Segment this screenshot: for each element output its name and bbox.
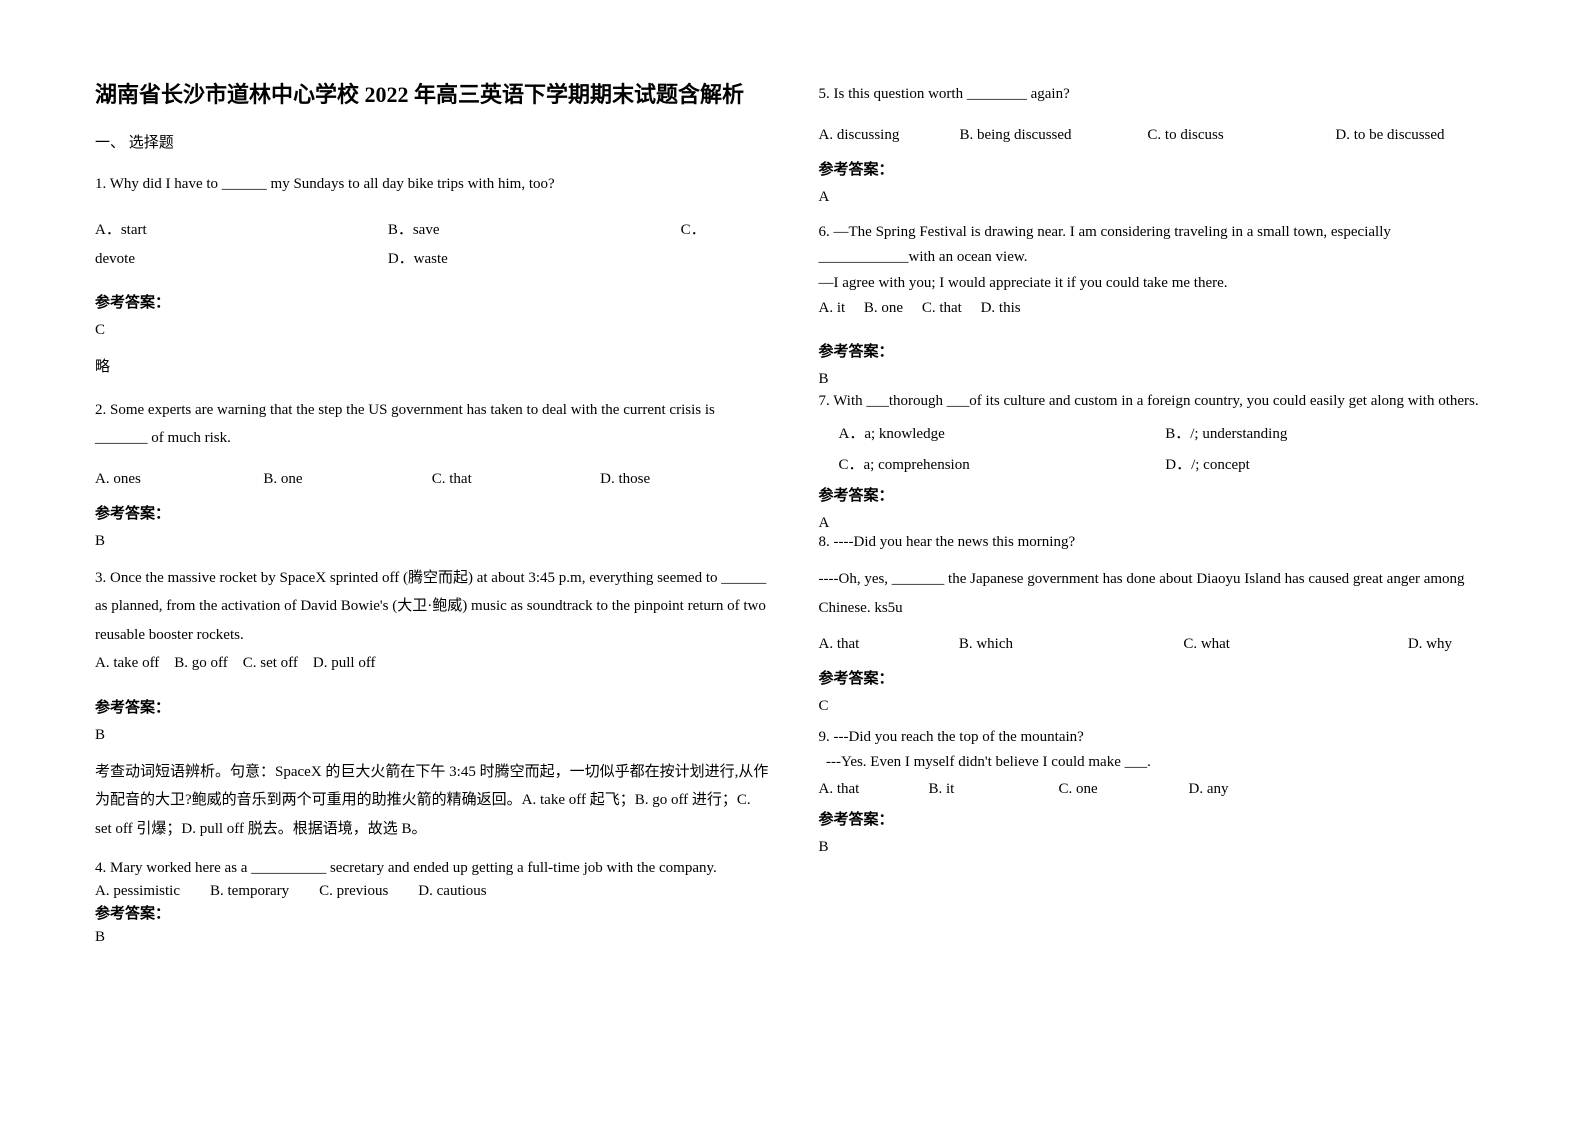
q2-optA: A. ones — [95, 471, 263, 488]
q3-explanation: 考查动词短语辨析。句意：SpaceX 的巨大火箭在下午 3:45 时腾空而起，一… — [95, 758, 769, 844]
q5-answer: A — [819, 189, 1493, 206]
q7-answer: A — [819, 515, 1493, 532]
answer-label: 参考答案： — [819, 158, 1493, 179]
q3-answer: B — [95, 727, 769, 744]
answer-label: 参考答案： — [95, 696, 769, 717]
answer-label: 参考答案： — [95, 291, 769, 312]
question-5: 5. Is this question worth ________ again… — [819, 80, 1493, 109]
q6-line1: 6. —The Spring Festival is drawing near.… — [819, 220, 1493, 271]
q8-answer: C — [819, 698, 1493, 715]
question-1-options: A．start B．save C． devote D．waste — [95, 216, 769, 273]
answer-label: 参考答案： — [95, 902, 769, 923]
q8-optB: B. which — [959, 636, 1184, 653]
question-3: 3. Once the massive rocket by SpaceX spr… — [95, 564, 769, 678]
q1-optD: D．waste — [388, 245, 769, 274]
q8-optA: A. that — [819, 636, 959, 653]
q3-opts: A. take off B. go off C. set off D. pull… — [95, 649, 769, 678]
q2-optC: C. that — [432, 471, 600, 488]
q6-line2: —I agree with you; I would appreciate it… — [819, 271, 1493, 297]
q8-options: A. that B. which C. what D. why — [819, 636, 1493, 653]
q2-options: A. ones B. one C. that D. those — [95, 471, 769, 488]
question-text: 1. Why did I have to ______ my Sundays t… — [95, 170, 769, 199]
q9-optD: D. any — [1189, 781, 1229, 798]
q5-options: A. discussing B. being discussed C. to d… — [819, 127, 1493, 144]
q5-optC: C. to discuss — [1147, 127, 1335, 144]
q7-optC: C．a; comprehension — [839, 453, 1166, 474]
q9-optB: B. it — [929, 781, 1059, 798]
q1-optA: A．start — [95, 216, 388, 245]
page: 湖南省长沙市道林中心学校 2022 年高三英语下学期期末试题含解析 一、 选择题… — [0, 0, 1587, 986]
q1-answer: C — [95, 322, 769, 339]
question-text: 3. Once the massive rocket by SpaceX spr… — [95, 564, 769, 650]
q4-opts: A. pessimistic B. temporary C. previous … — [95, 880, 769, 903]
q2-answer: B — [95, 533, 769, 550]
question-2: 2. Some experts are warning that the ste… — [95, 396, 769, 453]
answer-label: 参考答案： — [819, 667, 1493, 688]
q9-optA: A. that — [819, 781, 929, 798]
q9-optC: C. one — [1059, 781, 1189, 798]
q4-answer: B — [95, 929, 769, 946]
q2-optD: D. those — [600, 471, 768, 488]
q7-optD: D．/; concept — [1165, 453, 1492, 474]
q8-line1: 8. ----Did you hear the news this mornin… — [819, 534, 1493, 551]
q1-optB: B．save — [388, 216, 681, 245]
q4-text: 4. Mary worked here as a __________ secr… — [95, 857, 769, 880]
answer-label: 参考答案： — [819, 340, 1493, 361]
q1-note: 略 — [95, 353, 769, 382]
left-column: 湖南省长沙市道林中心学校 2022 年高三英语下学期期末试题含解析 一、 选择题… — [95, 80, 769, 946]
question-1: 1. Why did I have to ______ my Sundays t… — [95, 170, 769, 199]
q1-devote: devote — [95, 245, 388, 274]
question-4: 4. Mary worked here as a __________ secr… — [95, 857, 769, 902]
q7-options-row1: A．a; knowledge B．/; understanding — [839, 422, 1493, 443]
q7-optB: B．/; understanding — [1165, 422, 1492, 443]
q2-optB: B. one — [263, 471, 431, 488]
question-6: 6. —The Spring Festival is drawing near.… — [819, 220, 1493, 322]
q7-options-row2: C．a; comprehension D．/; concept — [839, 453, 1493, 474]
q9-line2: ---Yes. Even I myself didn't believe I c… — [819, 754, 1493, 771]
q5-optD: D. to be discussed — [1335, 127, 1492, 144]
q5-optB: B. being discussed — [959, 127, 1147, 144]
answer-label: 参考答案： — [819, 484, 1493, 505]
answer-label: 参考答案： — [95, 502, 769, 523]
q9-line1: 9. ---Did you reach the top of the mount… — [819, 729, 1493, 746]
q1-optC-prefix: C． — [681, 216, 769, 245]
q6-opts: A. it B. one C. that D. this — [819, 296, 1493, 322]
q8-optD: D. why — [1408, 636, 1492, 653]
section-heading: 一、 选择题 — [95, 131, 769, 152]
doc-title: 湖南省长沙市道林中心学校 2022 年高三英语下学期期末试题含解析 — [95, 80, 769, 111]
q6-answer: B — [819, 371, 1493, 388]
q8-line2: ----Oh, yes, _______ the Japanese govern… — [819, 565, 1493, 622]
q7-optA: A．a; knowledge — [839, 422, 1166, 443]
question-text: 5. Is this question worth ________ again… — [819, 80, 1493, 109]
right-column: 5. Is this question worth ________ again… — [819, 80, 1493, 946]
question-text: 2. Some experts are warning that the ste… — [95, 396, 769, 453]
q9-answer: B — [819, 839, 1493, 856]
q8-optC: C. what — [1183, 636, 1408, 653]
q5-optA: A. discussing — [819, 127, 960, 144]
question-7: 7. With ___thorough ___of its culture an… — [819, 390, 1493, 413]
q9-options: A. that B. it C. one D. any — [819, 781, 1493, 798]
answer-label: 参考答案： — [819, 808, 1493, 829]
